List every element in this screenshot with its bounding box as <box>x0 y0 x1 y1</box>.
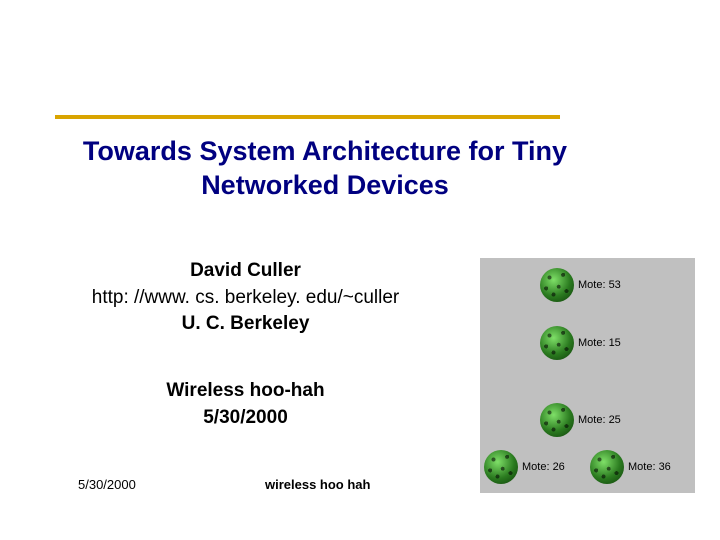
mote-node: Mote: 25 <box>540 403 621 437</box>
mote-node: Mote: 26 <box>484 450 565 484</box>
mote-icon <box>484 450 518 484</box>
author-name: David Culler <box>78 258 413 285</box>
mote-icon <box>540 403 574 437</box>
event-name: Wireless hoo-hah <box>78 378 413 405</box>
mote-icon <box>590 450 624 484</box>
mote-label: Mote: 15 <box>578 337 621 349</box>
mote-label: Mote: 53 <box>578 279 621 291</box>
mote-label: Mote: 25 <box>578 414 621 426</box>
slide-title: Towards System Architecture for Tiny Net… <box>55 135 595 203</box>
mote-network-diagram: Mote: 53 Mote: 15 Mote: 25 Mote: 26 Mote… <box>480 258 695 493</box>
author-url: http: //www. cs. berkeley. edu/~culler <box>78 285 413 312</box>
event-block: Wireless hoo-hah 5/30/2000 <box>78 378 413 431</box>
mote-node: Mote: 15 <box>540 326 621 360</box>
mote-label: Mote: 26 <box>522 461 565 473</box>
mote-node: Mote: 53 <box>540 268 621 302</box>
mote-icon <box>540 326 574 360</box>
title-rule <box>55 115 560 119</box>
mote-node: Mote: 36 <box>590 450 671 484</box>
author-affiliation: U. C. Berkeley <box>78 311 413 338</box>
footer-title: wireless hoo hah <box>265 477 370 492</box>
event-date: 5/30/2000 <box>78 405 413 432</box>
mote-label: Mote: 36 <box>628 461 671 473</box>
footer-date: 5/30/2000 <box>78 477 136 492</box>
author-block: David Culler http: //www. cs. berkeley. … <box>78 258 413 338</box>
mote-icon <box>540 268 574 302</box>
